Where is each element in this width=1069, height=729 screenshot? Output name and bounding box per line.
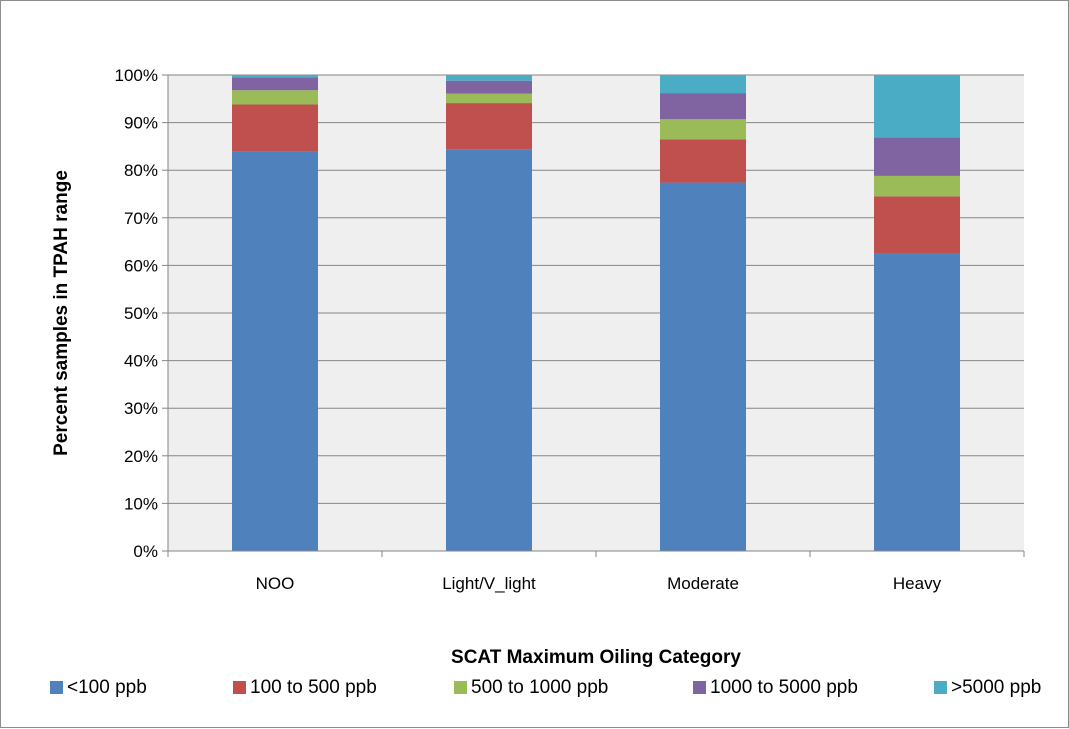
y-tick-label: 40% xyxy=(124,352,158,371)
bar-segment xyxy=(660,119,746,140)
axes xyxy=(162,74,1025,557)
y-tick-label: 60% xyxy=(124,256,158,275)
bar-segment xyxy=(232,75,318,78)
bar-segment xyxy=(446,75,532,81)
bars xyxy=(232,75,960,552)
bar-segment xyxy=(660,75,746,94)
bar-segment xyxy=(446,149,532,551)
y-tick-labels: 0% 10% 20% 30% 40% 50% 60% 70% 80% 90% 100% xyxy=(115,66,158,561)
legend-swatch xyxy=(233,681,246,694)
y-tick-label: 0% xyxy=(133,542,158,561)
y-tick-label: 30% xyxy=(124,399,158,418)
x-tick-label: NOO xyxy=(256,574,295,593)
bar-segment xyxy=(874,253,960,552)
y-tick-label: 20% xyxy=(124,447,158,466)
y-tick-label: 80% xyxy=(124,161,158,180)
bar-segment xyxy=(446,103,532,150)
bar-segment xyxy=(232,151,318,552)
legend: <100 ppb 100 to 500 ppb 500 to 1000 ppb 100… xyxy=(50,677,1041,698)
bar-segment xyxy=(232,77,318,91)
bar-segment xyxy=(232,104,318,152)
legend-label: 1000 to 5000 ppb xyxy=(710,677,858,698)
x-tick-label: Light/V_light xyxy=(442,574,536,593)
y-tick-label: 100% xyxy=(115,66,158,85)
legend-swatch xyxy=(934,681,947,694)
y-tick-label: 90% xyxy=(124,114,158,133)
y-tick-label: 10% xyxy=(124,494,158,513)
x-tick-label: Heavy xyxy=(893,574,942,593)
bar-segment xyxy=(874,196,960,254)
y-axis-title: Percent samples in TPAH range xyxy=(51,170,72,456)
x-tick-label: Moderate xyxy=(667,574,739,593)
bar-segment xyxy=(660,182,746,552)
bar-segment xyxy=(446,80,532,94)
bar-segment xyxy=(874,75,960,138)
legend-label: >5000 ppb xyxy=(951,677,1041,698)
legend-label: 100 to 500 ppb xyxy=(250,677,377,698)
bar-segment xyxy=(874,175,960,197)
bar-segment xyxy=(874,137,960,176)
bar-segment xyxy=(660,139,746,183)
legend-swatch xyxy=(454,681,467,694)
y-tick-label: 70% xyxy=(124,209,158,228)
bar-segment xyxy=(446,93,532,104)
y-tick-label: 50% xyxy=(124,304,158,323)
bar-segment xyxy=(660,93,746,120)
legend-label: 500 to 1000 ppb xyxy=(471,677,608,698)
legend-swatch xyxy=(693,681,706,694)
legend-swatch xyxy=(50,681,63,694)
bar-segment xyxy=(232,90,318,105)
legend-label: <100 ppb xyxy=(67,677,147,698)
x-axis-title: SCAT Maximum Oiling Category xyxy=(451,647,741,668)
x-tick-labels: NOO Light/V_light Moderate Heavy xyxy=(256,574,942,593)
